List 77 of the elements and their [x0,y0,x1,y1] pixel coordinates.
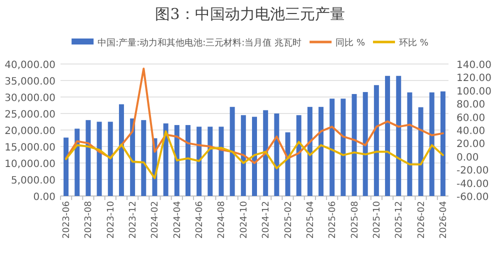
y2-tick-label: 140.00 [456,60,492,71]
x-tick-label: 2023-08 [84,200,94,239]
bar [218,126,224,196]
y2-tick-label: 40.00 [456,126,486,137]
x-tick-label: 2024-08 [217,200,228,239]
bar [362,92,368,196]
bar [274,114,280,196]
y2-tick-label: 0.00 [456,152,479,164]
y-tick-label: 40,000.00 [4,60,56,71]
bar [407,92,412,196]
y-tick-label: 15,000.00 [4,142,56,154]
bar [74,128,80,196]
bar [396,76,402,196]
x-tick-label: 2023-06 [62,200,72,239]
x-tick-label: 2024-06 [195,200,206,239]
x-tick-label: 2024-10 [239,200,250,239]
x-tick-label: 2024-02 [150,201,161,239]
bar [296,115,302,196]
bar [374,85,379,196]
x-tick-label: 2026-04 [438,200,449,239]
x-tick-label: 2023-12 [128,201,139,239]
bar [330,98,335,196]
y-tick-label: 20,000.00 [4,126,56,137]
x-tick-label: 2025-10 [372,200,382,239]
bar [240,115,246,196]
y-tick-label: 0.00 [33,192,56,203]
bar [263,110,268,196]
x-tick-label: 2025-06 [328,200,338,239]
y-tick-label: 10,000.00 [4,159,56,170]
y-tick-label: 5,000.00 [10,176,56,186]
bar [340,98,346,196]
y2-tick-label: -60.00 [456,192,489,203]
y-tick-label: 30,000.00 [4,93,56,104]
legend-label: 中国:产量:动力和其他电池:三元材料:当月值 兆瓦时 [98,38,302,48]
bar [118,104,124,196]
bar [86,120,91,196]
x-tick-label: 2023-10 [106,200,116,239]
bar [185,125,190,196]
bar [418,107,424,196]
x-tick-label: 2024-12 [262,201,272,239]
bar [230,106,235,196]
bar [440,91,446,196]
bar [196,126,202,196]
bar [285,132,290,196]
x-tick-label: 2025-08 [350,200,360,239]
line-series [65,68,444,164]
y-tick-label: 25,000.00 [4,110,56,120]
bar [385,76,390,196]
line-series [65,130,444,180]
legend-label: 环比 % [399,38,429,48]
legend-label: 同比 % [336,38,366,48]
bar [252,116,257,196]
y2-tick-label: 80.00 [456,100,486,111]
y2-tick-label: 120.00 [456,73,492,84]
bar [163,123,168,196]
bar [352,94,357,196]
y2-tick-label: 60.00 [456,112,486,124]
y2-tick-label: -40.00 [456,178,489,190]
x-tick-label: 2025-02 [284,201,294,239]
bar [208,126,213,196]
chart-title: 图3：中国动力电池三元产量 [155,5,345,23]
bar [96,122,102,196]
x-tick-label: 2025-12 [394,201,405,239]
y-tick-label: 35,000.00 [4,76,56,88]
bar [108,122,113,196]
x-tick-label: 2025-04 [306,200,316,239]
y2-tick-label: 20.00 [456,139,486,150]
x-tick-label: 2026-02 [416,201,427,239]
bar [429,92,434,196]
bar [64,138,69,196]
bar [307,106,312,196]
bar [318,106,324,196]
x-tick-label: 2024-04 [172,200,183,239]
y2-tick-label: -20.00 [456,166,489,177]
y2-tick-label: 100.00 [456,86,492,98]
bar [141,120,146,196]
bar [174,125,180,196]
